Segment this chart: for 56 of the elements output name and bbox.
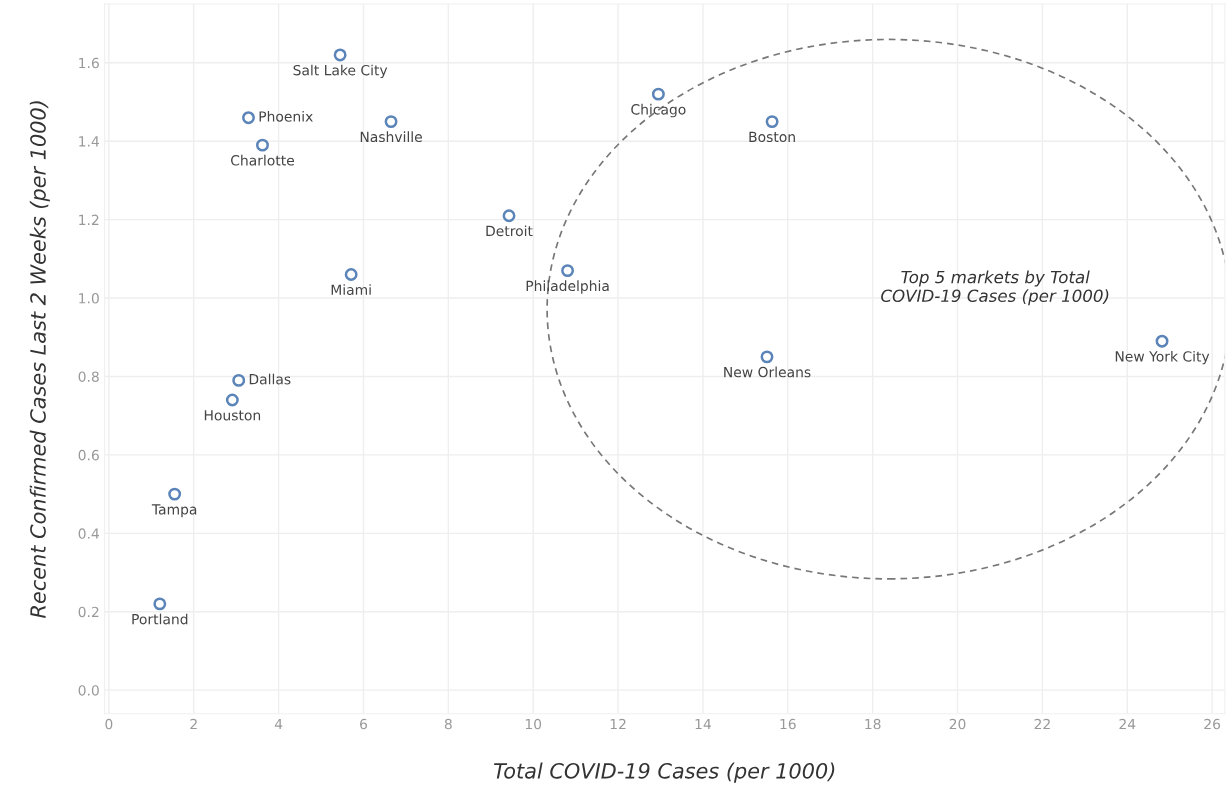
point [256,138,269,152]
point [502,209,516,223]
y-tick-label: 1.6 [79,57,99,69]
annotation: Portland [132,613,188,625]
annotation: Boston [749,131,795,143]
x-tick-label: 26 [1204,718,1221,730]
x-tick-label: 8 [444,718,452,730]
annotation: Dallas [249,373,291,385]
x-tick-label: 12 [610,718,626,730]
annotation: Miami [331,284,371,295]
x-tick-label: 18 [865,718,881,730]
x-tick-label: 0 [105,718,113,730]
annotation: Phoenix [259,110,313,122]
point [765,115,779,129]
point [651,87,665,101]
y-tick-label: 0.4 [78,528,99,539]
annotation: Detroit [486,225,533,237]
y-tick-label: 0.8 [78,371,99,382]
annotation: Philadelphia [526,280,609,294]
annotation: New York City [1115,350,1210,365]
point [561,264,575,278]
x-tick-label: 14 [695,718,711,730]
point [344,268,358,281]
x-tick-label: 16 [780,718,796,730]
y-tick-label: 1.0 [79,293,99,304]
y-tick-label: 0.0 [78,685,99,696]
annotation: Chicago [631,103,686,118]
annotation: Top 5 markets by Total COVID-19 Cases (per 1000) [881,270,1109,306]
y-axis-title: Recent Confirmed Cases Last 2 Weeks (per 1000) [29,101,50,618]
annotation: Charlotte [231,154,294,166]
annotation: Houston [204,410,261,421]
point [760,350,774,364]
x-tick-label: 22 [1034,718,1050,730]
point [232,373,246,387]
x-tick-label: 24 [1119,718,1136,730]
y-tick-label: 1.2 [79,214,99,225]
point [168,487,182,501]
y-tick-label: 0.6 [78,449,99,461]
x-tick-label: 6 [360,718,368,730]
y-tick-label: 0.2 [78,606,99,618]
x-tick-label: 4 [274,718,283,730]
point [225,393,239,407]
annotation: Tampa [151,504,197,518]
x-axis-title: Total COVID-19 Cases (per 1000) [494,762,835,783]
point [1155,334,1169,348]
point [333,48,347,62]
x-tick-label: 10 [525,718,542,730]
annotation: Nashville [360,131,422,143]
x-tick-label: 20 [949,718,966,730]
y-tick-label: 1.4 [79,136,99,147]
point [153,597,167,611]
annotation: Salt Lake City [293,64,388,79]
annotation: New Orleans [724,366,811,378]
point [384,115,398,129]
point [242,111,255,125]
x-tick-label: 2 [190,718,197,730]
